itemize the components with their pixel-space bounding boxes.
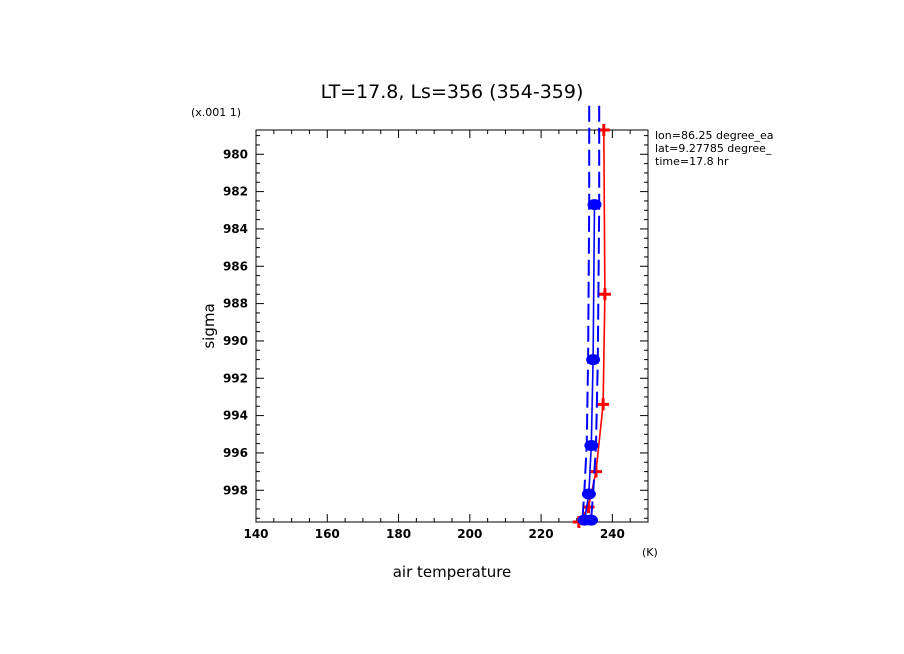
annotation-lon: lon=86.25 degree_ea	[655, 129, 774, 142]
y-axis-title: sigma	[200, 303, 218, 348]
series-line-3	[590, 105, 601, 521]
series-line-2	[581, 105, 591, 521]
x-tick-label: 160	[315, 527, 340, 541]
series-point	[586, 354, 601, 366]
x-tick-label: 240	[600, 527, 625, 541]
y-tick-label: 980	[223, 147, 248, 161]
x-axis-title: air temperature	[393, 563, 512, 581]
y-tick-label: 998	[223, 483, 248, 497]
x-tick-label: 200	[457, 527, 482, 541]
y-tick-label: 982	[223, 185, 248, 199]
x-unit-label: (K)	[642, 546, 658, 559]
series-point	[587, 199, 602, 211]
y-tick-label: 986	[223, 259, 248, 273]
y-tick-label: 990	[223, 334, 248, 348]
x-tick-label: 140	[243, 527, 268, 541]
y-tick-label: 988	[223, 297, 248, 311]
annotation-lat: lat=9.27785 degree_	[655, 142, 772, 155]
y-tick-label: 996	[223, 446, 248, 460]
annotation-time: time=17.8 hr	[655, 155, 729, 168]
y-axis: 980 982 984 986 988 990 992 994 996 998	[223, 135, 648, 519]
series-point	[589, 465, 602, 478]
y-tick-label: 992	[223, 371, 248, 385]
series-point	[597, 398, 610, 411]
series-layer	[572, 105, 611, 528]
y-tick-label: 984	[223, 222, 248, 236]
chart-title: LT=17.8, Ls=356 (354-359)	[321, 81, 584, 103]
y-tick-label: 994	[223, 409, 248, 423]
x-tick-label: 220	[529, 527, 554, 541]
x-tick-label: 180	[386, 527, 411, 541]
x-axis: 140 160 180 200 220 240	[243, 130, 649, 541]
series-line-0	[578, 129, 606, 523]
series-point	[583, 514, 598, 526]
y-scale-note: (x.001 1)	[191, 106, 241, 119]
series-point	[598, 288, 611, 301]
